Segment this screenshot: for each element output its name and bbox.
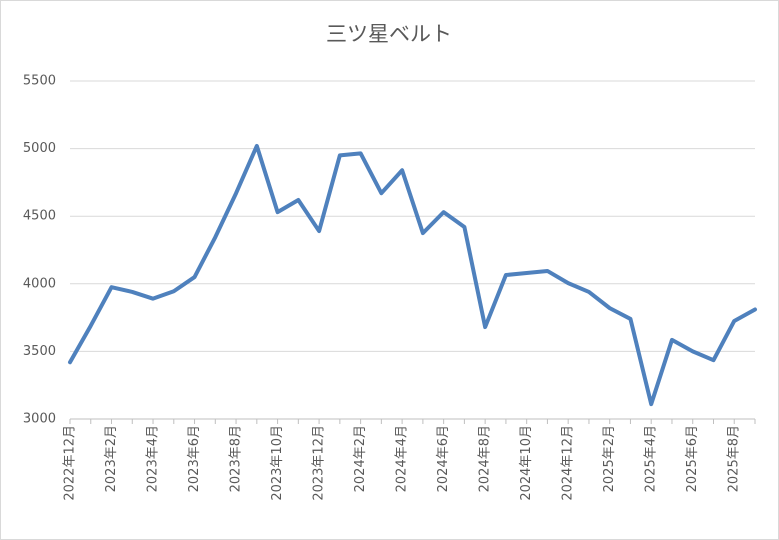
x-tick-label: 2023年12月 <box>312 425 327 501</box>
chart-title: 三ツ星ベルト <box>326 22 452 46</box>
x-tick-label: 2024年10月 <box>519 425 534 501</box>
x-tick-label: 2025年8月 <box>727 425 742 492</box>
x-tick-label: 2022年12月 <box>63 425 78 501</box>
y-tick-label: 4000 <box>23 276 56 291</box>
y-tick-label: 3000 <box>23 412 56 427</box>
x-tick-label: 2024年2月 <box>353 425 368 492</box>
x-tick-label: 2023年8月 <box>229 425 244 492</box>
x-tick-label: 2023年10月 <box>270 425 285 501</box>
y-tick-label: 4500 <box>23 209 56 224</box>
x-tick-label: 2023年2月 <box>104 425 119 492</box>
x-tick-label: 2025年6月 <box>685 425 700 492</box>
y-tick-label: 5000 <box>23 141 56 156</box>
x-tick-label: 2025年4月 <box>644 425 659 492</box>
x-tick-label: 2024年8月 <box>478 425 493 492</box>
x-tick-label: 2024年4月 <box>395 425 410 492</box>
x-tick-label: 2023年4月 <box>146 425 161 492</box>
x-tick-label: 2024年6月 <box>436 425 451 492</box>
x-tick-label: 2023年6月 <box>187 425 202 492</box>
data-line <box>68 143 757 407</box>
y-tick-label: 5500 <box>23 74 56 89</box>
x-tick-label: 2025年2月 <box>602 425 617 492</box>
y-tick-label: 3500 <box>23 344 56 359</box>
x-tick-label: 2024年12月 <box>561 425 576 501</box>
